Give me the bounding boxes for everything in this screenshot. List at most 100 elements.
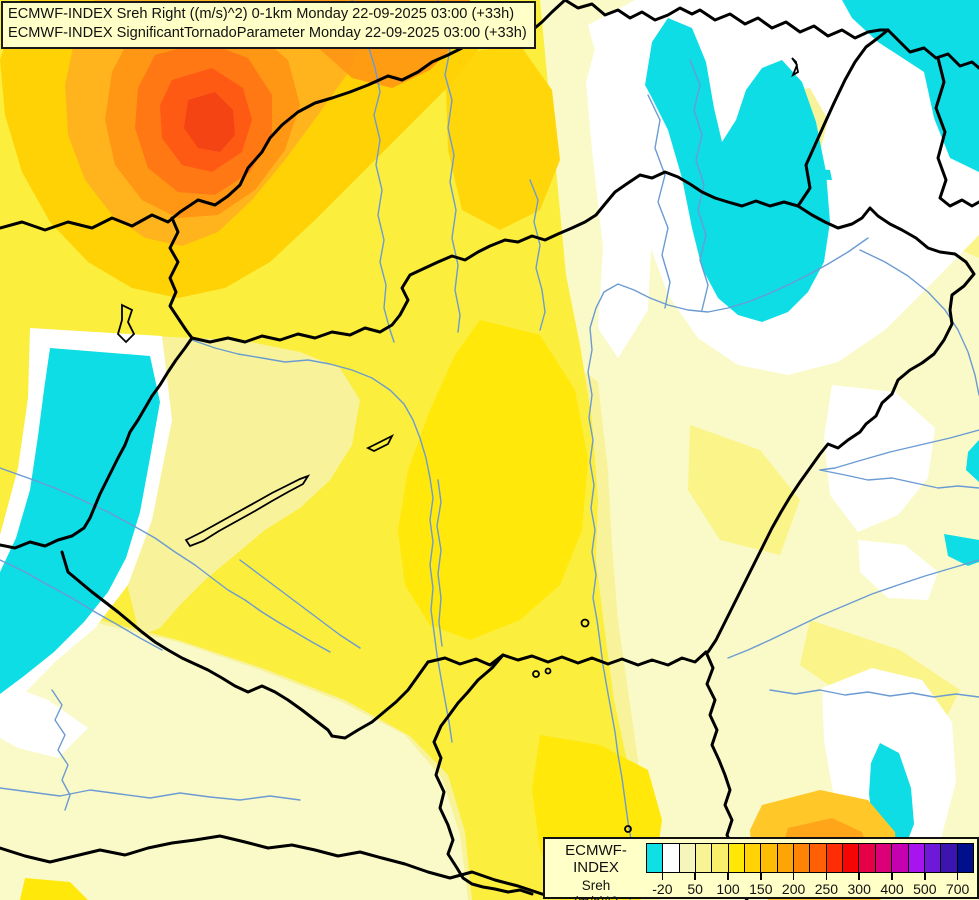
river-bottom-left-horizontal: [0, 787, 301, 801]
border-hungary-croatia-serbia: [426, 650, 708, 667]
legend-tick-1: [694, 873, 696, 880]
contour-white-bottom-left: [0, 682, 88, 758]
border-croatia-serbia-danube: [432, 653, 534, 896]
contour-pale-southwest: [128, 336, 360, 636]
border-hungary-croatia-west: [330, 660, 430, 740]
legend-tick-label-7: 400: [880, 881, 904, 897]
szamos-river: [859, 249, 979, 396]
legend-tick-label-8: 500: [913, 881, 937, 897]
river-ne-cyan2: [647, 94, 671, 309]
danube-river-middle: [429, 477, 453, 743]
legend-tick-label-0: -20: [652, 881, 673, 897]
legend-tick-8: [924, 873, 926, 880]
lake-neusiedl-outline: [116, 303, 136, 344]
legend-text-block: ECMWF-INDEX Sreh (m/s)^2: [545, 842, 647, 900]
contour-bright-center: [398, 320, 588, 640]
lake-ne-small-outline: [791, 57, 800, 78]
river-east-horizontal: [769, 689, 979, 698]
legend-tick-label-1: 50: [687, 881, 703, 897]
legend-cell-16: [908, 844, 925, 872]
small-lake-2: [544, 667, 552, 675]
legend-tick-5: [825, 873, 828, 880]
legend-cell-14: [875, 844, 893, 872]
legend-cell-18: [941, 844, 958, 872]
legend-cell-8: [777, 844, 795, 872]
legend-cell-2: [679, 844, 697, 872]
border-hungary-ukraine-romania: [706, 204, 976, 654]
legend-tick-label-5: 250: [814, 881, 839, 897]
legend-cell-4: [712, 844, 729, 872]
border-sava: [0, 834, 547, 897]
legend-cell-3: [696, 844, 713, 872]
legend-cell-1: [663, 844, 680, 872]
legend-tick-label-4: 200: [781, 881, 806, 897]
legend-cell-19: [957, 844, 973, 872]
contour-white-east-mid: [824, 385, 935, 532]
legend-cell-10: [810, 844, 827, 872]
lake-velence-outline: [365, 433, 395, 453]
border-ukraine-east: [934, 56, 979, 208]
legend-cell-6: [745, 844, 762, 872]
lakes: [116, 57, 800, 833]
border-slovakia-poland: [563, 0, 979, 70]
legend-tick-4: [792, 873, 795, 880]
cyan-dash-ne: [796, 168, 832, 180]
contour-red-core: [184, 92, 235, 152]
legend-tick-0: [661, 873, 664, 880]
legend-tick-label-9: 700: [945, 881, 970, 897]
legend-cell-11: [826, 844, 844, 872]
border-morava: [168, 216, 194, 340]
river-bottom-left-meander: [51, 689, 71, 811]
koros-river: [819, 469, 979, 489]
legend-cell-15: [892, 844, 909, 872]
border-slovakia-ukraine: [796, 28, 890, 208]
title-line-1: ECMWF-INDEX Sreh Right ((m/s)^2) 0-1km M…: [8, 6, 515, 22]
lake-balaton-outline: [184, 474, 311, 548]
border-hungary-slovakia: [190, 170, 800, 344]
legend-model-label: ECMWF-INDEX: [565, 842, 627, 876]
legend-cell-9: [794, 844, 811, 872]
small-lake-1: [532, 670, 540, 678]
danube-river-upper: [191, 339, 431, 479]
small-lake-3: [580, 618, 590, 628]
contour-cream-bottom-left: [0, 608, 468, 900]
legend-box: ECMWF-INDEX Sreh (m/s)^2 -20 50 100 150 200 2…: [543, 837, 979, 900]
contour-streak-east: [688, 425, 800, 555]
sio-channel: [239, 559, 361, 649]
legend-tick-9: [956, 873, 959, 880]
legend-tick-label-2: 100: [716, 881, 740, 897]
contour-bright-bottom-left-spot: [20, 878, 88, 900]
legend-tick-2: [727, 873, 729, 880]
tisza-river: [587, 237, 869, 900]
cyan-bit-right-edge2: [944, 534, 979, 566]
legend-units-label: (m/s)^2: [545, 894, 647, 900]
legend-tick-6: [858, 873, 860, 880]
vah-river: [351, 0, 395, 343]
legend-cell-17: [924, 844, 942, 872]
legend-tick-label-3: 150: [749, 881, 773, 897]
legend-cell-0: [647, 844, 664, 872]
legend-cell-12: [843, 844, 860, 872]
maros-river: [727, 559, 979, 659]
contour-white-east-mid2: [858, 540, 938, 600]
title-line-2: ECMWF-INDEX SignificantTornadoParameter …: [8, 25, 527, 42]
legend-colorbar: [646, 843, 974, 873]
legend-parameter-label: Sreh: [581, 878, 611, 893]
river-ne-cyan1: [689, 59, 709, 311]
legend-tick-label-6: 300: [847, 881, 871, 897]
legend-cell-13: [859, 844, 876, 872]
border-slovenia-croatia-hungary: [60, 550, 334, 738]
legend-cell-5: [728, 844, 746, 872]
cyan-bit-right-edge1: [966, 440, 979, 482]
title-box: ECMWF-INDEX Sreh Right ((m/s)^2) 0-1km M…: [1, 1, 536, 49]
mura-river: [0, 559, 163, 651]
small-lake-4: [624, 825, 632, 833]
legend-tick-3: [760, 873, 762, 880]
cyan-region-northeast: [645, 18, 830, 322]
danube-river-meander: [436, 479, 443, 647]
ipoly-river: [529, 179, 546, 331]
legend-cell-7: [761, 844, 778, 872]
